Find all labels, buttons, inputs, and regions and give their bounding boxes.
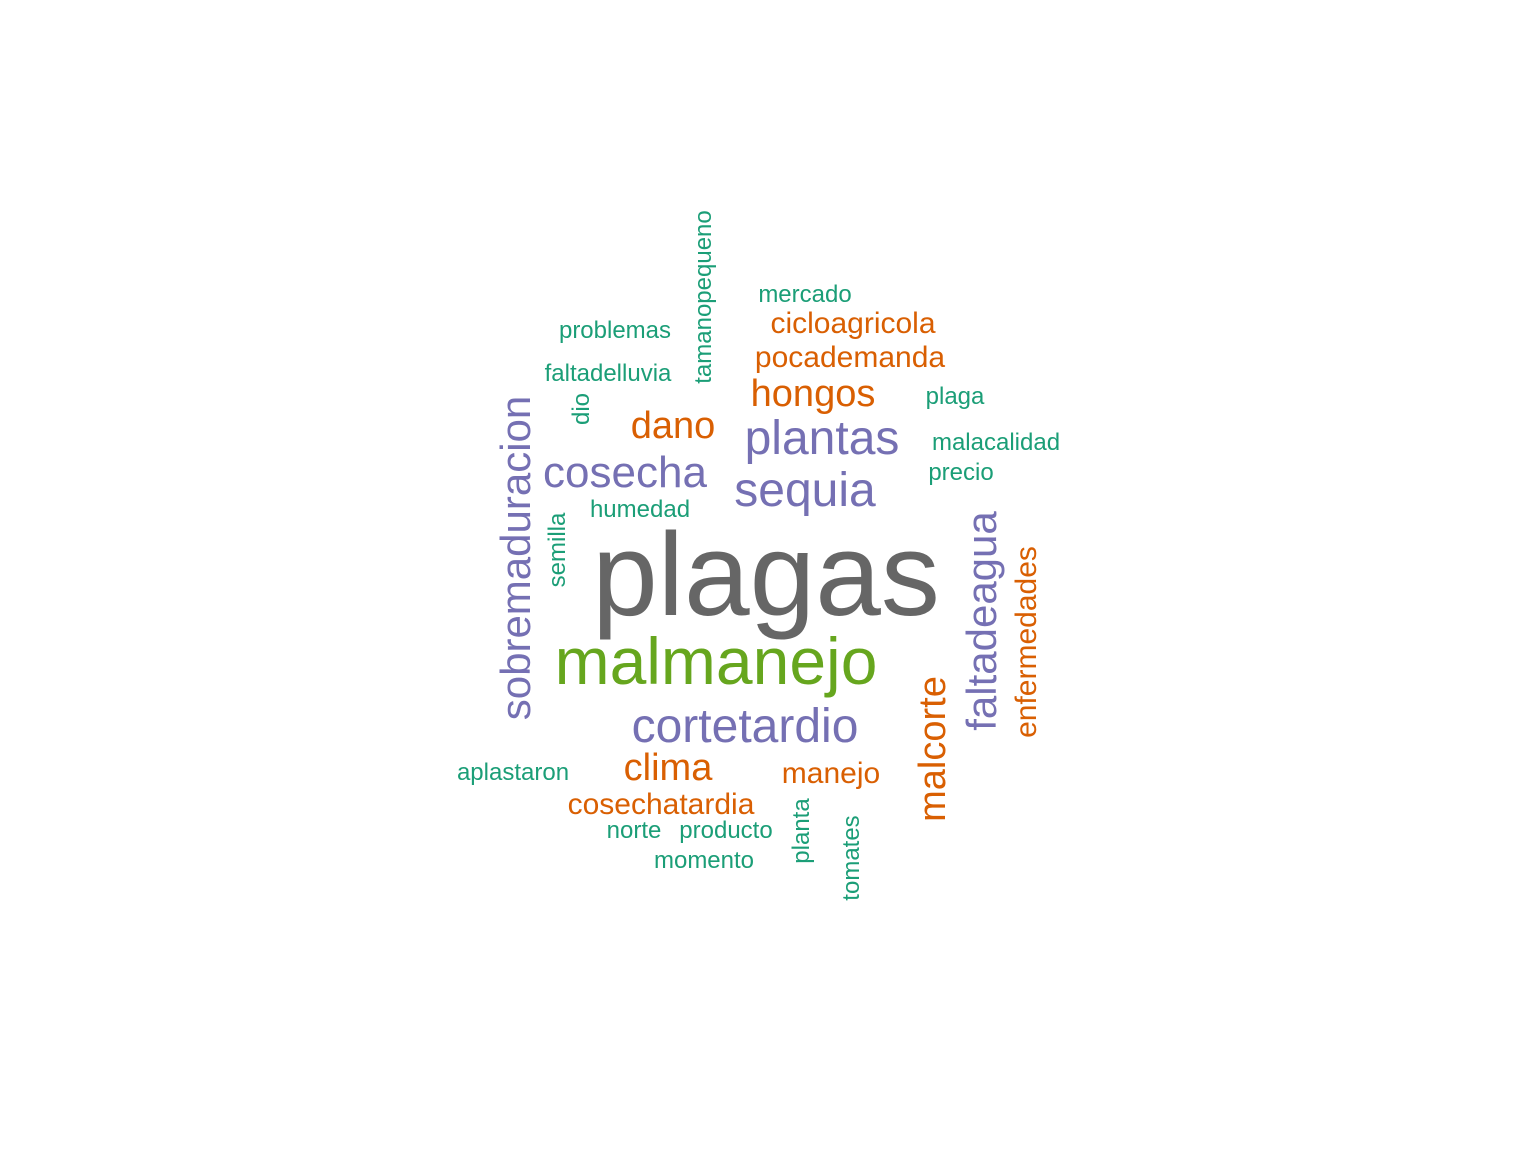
word-sobremaduracion: sobremaduracion — [492, 395, 539, 721]
word-sequia: sequia — [734, 464, 876, 517]
word-semilla: semilla — [544, 512, 571, 588]
word-dio: dio — [568, 392, 595, 426]
word-cosechatardia: cosechatardia — [567, 788, 755, 821]
word-aplastaron: aplastaron — [456, 759, 570, 786]
word-norte: norte — [606, 817, 662, 844]
word-malcorte: malcorte — [912, 676, 954, 822]
word-plaga: plaga — [925, 383, 985, 410]
word-cicloagricola: cicloagricola — [770, 307, 936, 340]
word-cosecha: cosecha — [543, 448, 707, 497]
word-producto: producto — [679, 817, 773, 844]
word-manejo: manejo — [781, 757, 881, 790]
word-faltadelluvia: faltadelluvia — [544, 360, 672, 387]
word-mercado: mercado — [758, 281, 852, 308]
word-tamanopequeno: tamanopequeno — [690, 210, 717, 384]
word-precio: precio — [928, 459, 994, 486]
word-enfermedades: enfermedades — [1010, 546, 1043, 738]
word-humedad: humedad — [589, 496, 691, 523]
word-faltadeagua: faltadeagua — [958, 511, 1005, 731]
word-malmanejo: malmanejo — [554, 624, 878, 698]
word-planta: planta — [788, 798, 815, 864]
word-malacalidad: malacalidad — [931, 429, 1061, 456]
word-hongos: hongos — [750, 373, 876, 415]
word-clima: clima — [623, 747, 713, 789]
word-tomates: tomates — [838, 815, 865, 901]
word-plantas: plantas — [744, 412, 900, 465]
word-pocademanda: pocademanda — [754, 341, 946, 374]
word-cortetardio: cortetardio — [631, 700, 859, 753]
word-dano: dano — [630, 405, 716, 447]
word-momento: momento — [653, 847, 755, 874]
word-plagas: plagas — [592, 509, 940, 641]
word-problemas: problemas — [558, 317, 672, 344]
